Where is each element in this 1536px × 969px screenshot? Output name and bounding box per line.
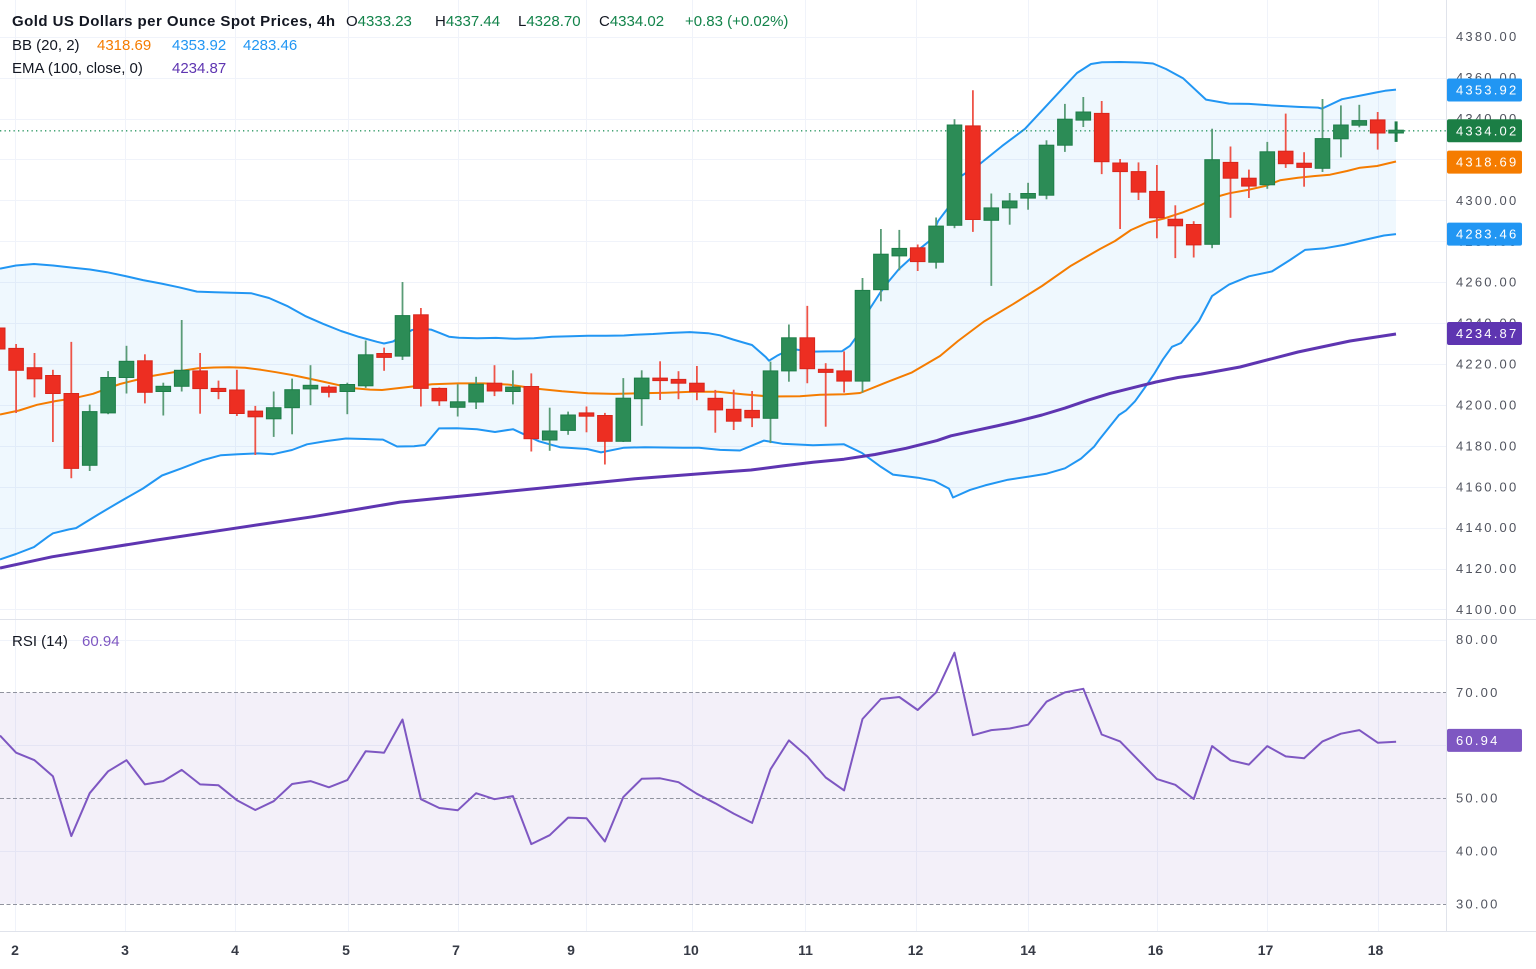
svg-text:4380.00: 4380.00 — [1456, 29, 1518, 44]
svg-text:60.94: 60.94 — [1456, 733, 1500, 748]
svg-text:4160.00: 4160.00 — [1456, 479, 1518, 494]
svg-text:4353.92: 4353.92 — [1456, 83, 1518, 98]
svg-text:70.00: 70.00 — [1456, 685, 1500, 700]
svg-text:3: 3 — [121, 942, 129, 958]
svg-text:4283.46: 4283.46 — [243, 37, 297, 54]
svg-text:10: 10 — [683, 942, 699, 958]
svg-text:L4328.70: L4328.70 — [518, 13, 581, 30]
svg-text:4318.69: 4318.69 — [1456, 155, 1518, 170]
svg-text:4100.00: 4100.00 — [1456, 602, 1518, 617]
svg-text:5: 5 — [342, 942, 350, 958]
svg-text:30.00: 30.00 — [1456, 896, 1500, 911]
svg-text:50.00: 50.00 — [1456, 791, 1500, 806]
svg-text:H4337.44: H4337.44 — [435, 13, 500, 30]
svg-text:O4333.23: O4333.23 — [346, 13, 412, 30]
svg-text:BB (20, 2): BB (20, 2) — [12, 37, 80, 54]
svg-text:4283.46: 4283.46 — [1456, 227, 1518, 242]
svg-text:4234.87: 4234.87 — [172, 60, 226, 77]
svg-text:4: 4 — [231, 942, 239, 958]
svg-text:40.00: 40.00 — [1456, 844, 1500, 859]
svg-text:Gold US Dollars per Ounce Spot: Gold US Dollars per Ounce Spot Prices, 4… — [12, 13, 336, 30]
svg-text:C4334.02: C4334.02 — [599, 13, 664, 30]
svg-text:4140.00: 4140.00 — [1456, 520, 1518, 535]
svg-text:12: 12 — [908, 942, 924, 958]
svg-text:4200.00: 4200.00 — [1456, 397, 1518, 412]
svg-text:2: 2 — [11, 942, 19, 958]
svg-text:7: 7 — [452, 942, 460, 958]
svg-text:80.00: 80.00 — [1456, 632, 1500, 647]
svg-text:16: 16 — [1148, 942, 1164, 958]
svg-text:RSI (14): RSI (14) — [12, 633, 68, 650]
svg-text:18: 18 — [1368, 942, 1384, 958]
svg-text:+0.83 (+0.02%): +0.83 (+0.02%) — [685, 13, 788, 30]
svg-text:60.94: 60.94 — [82, 633, 120, 650]
svg-text:EMA (100, close, 0): EMA (100, close, 0) — [12, 60, 143, 77]
svg-text:4234.87: 4234.87 — [1456, 326, 1518, 341]
svg-text:4318.69: 4318.69 — [97, 37, 151, 54]
svg-text:4180.00: 4180.00 — [1456, 438, 1518, 453]
svg-text:4300.00: 4300.00 — [1456, 193, 1518, 208]
svg-text:11: 11 — [798, 942, 813, 958]
svg-text:4260.00: 4260.00 — [1456, 275, 1518, 290]
svg-text:17: 17 — [1258, 942, 1274, 958]
svg-text:4120.00: 4120.00 — [1456, 561, 1518, 576]
svg-text:14: 14 — [1020, 942, 1036, 958]
svg-text:4220.00: 4220.00 — [1456, 357, 1518, 372]
svg-text:4353.92: 4353.92 — [172, 37, 226, 54]
svg-text:9: 9 — [567, 942, 575, 958]
svg-text:4334.02: 4334.02 — [1456, 123, 1518, 138]
